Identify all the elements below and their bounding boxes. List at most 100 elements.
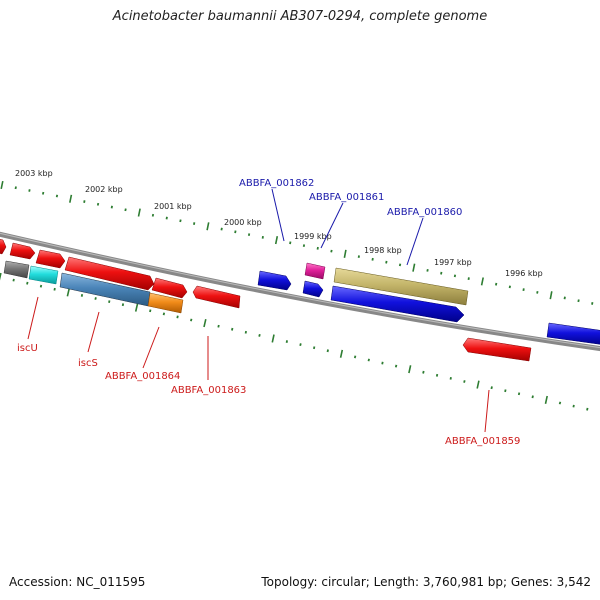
- tick-mark: [217, 324, 220, 328]
- tick-mark: [353, 355, 357, 359]
- tick-mark: [381, 361, 384, 365]
- tick-mark: [124, 208, 127, 212]
- tick-mark: [274, 236, 279, 245]
- tick-mark: [247, 233, 251, 236]
- tick-mark: [330, 249, 333, 253]
- tick-mark: [190, 318, 193, 322]
- tick-mark: [339, 349, 344, 358]
- tick-mark: [96, 202, 100, 206]
- minus-leader-lines: [27, 296, 490, 433]
- gene-orange[interactable]: [147, 292, 184, 314]
- tick-mark: [398, 263, 402, 267]
- scale-label-1998: 1998 kbp: [364, 246, 402, 255]
- tick-mark: [137, 208, 141, 217]
- tick-mark: [285, 340, 288, 343]
- inner-tick-row: [0, 272, 589, 411]
- tick-mark: [313, 346, 316, 350]
- scale-label-2001: 2001 kbp: [154, 202, 192, 211]
- tick-mark: [299, 343, 302, 347]
- tick-mark: [55, 194, 59, 198]
- tick-mark: [591, 302, 594, 305]
- tick-mark: [504, 389, 507, 393]
- gene-red-5[interactable]: [151, 277, 188, 299]
- tick-mark: [151, 213, 155, 217]
- tick-mark: [121, 303, 125, 307]
- label-ABBFA_001864: ABBFA_001864: [105, 371, 180, 382]
- tick-mark: [80, 294, 84, 297]
- gene-red-3[interactable]: [35, 249, 66, 269]
- scale-label-2002: 2002 kbp: [85, 185, 123, 194]
- gene-ABBFA_001859[interactable]: [462, 337, 532, 362]
- tick-mark: [536, 291, 539, 294]
- tick-mark: [165, 216, 168, 220]
- tick-mark: [371, 257, 374, 261]
- tick-mark: [408, 365, 412, 374]
- tick-mark: [206, 222, 210, 231]
- tick-mark: [385, 260, 388, 264]
- tick-mark: [476, 380, 480, 389]
- tick-mark: [549, 291, 553, 300]
- tick-mark: [108, 300, 111, 303]
- tick-mark: [134, 303, 139, 312]
- tick-mark: [0, 272, 2, 281]
- tick-mark: [517, 392, 521, 396]
- tick-mark: [426, 269, 429, 272]
- gene-ABBFA_001862[interactable]: [257, 270, 292, 291]
- gene-red-1[interactable]: [0, 238, 7, 255]
- scale-label-1996: 1996 kbp: [505, 269, 543, 278]
- genome-summary-text: Topology: circular; Length: 3,760,981 bp…: [261, 575, 591, 589]
- gene-ABBFA_001860[interactable]: [330, 285, 465, 323]
- tick-mark: [453, 274, 457, 278]
- tick-mark: [435, 373, 439, 377]
- tick-mark: [94, 297, 97, 300]
- tick-mark: [193, 222, 196, 225]
- tick-mark: [531, 395, 534, 399]
- tick-mark: [343, 249, 347, 258]
- tick-mark: [12, 278, 15, 282]
- tick-mark: [26, 281, 29, 285]
- genome-backbone-highlight: [0, 232, 600, 349]
- scale-label-1997: 1997 kbp: [434, 258, 472, 267]
- gene-khaki[interactable]: [333, 267, 469, 306]
- scale-label-2003: 2003 kbp: [15, 169, 53, 178]
- tick-mark: [302, 244, 306, 247]
- label-iscS: iscS: [78, 358, 98, 369]
- tick-mark: [231, 327, 234, 331]
- tick-mark: [0, 180, 4, 190]
- tick-mark: [440, 271, 443, 275]
- tick-mark: [558, 401, 562, 405]
- genome-backbone: [0, 231, 600, 352]
- tick-mark: [394, 364, 398, 368]
- tick-mark: [422, 370, 425, 374]
- gene-red-6[interactable]: [192, 285, 241, 309]
- tick-mark: [544, 395, 548, 404]
- tick-mark: [490, 386, 493, 390]
- tick-mark: [258, 333, 261, 337]
- tick-mark: [28, 189, 31, 192]
- gene-ABBFA_001861[interactable]: [304, 262, 326, 280]
- tick-mark: [289, 241, 292, 245]
- tick-mark: [449, 377, 452, 380]
- tick-mark: [179, 219, 182, 223]
- label-iscU: iscU: [17, 343, 38, 354]
- tick-mark: [271, 334, 275, 343]
- gene-blue-small[interactable]: [302, 280, 324, 298]
- tick-mark: [83, 200, 86, 203]
- gene-blue-right[interactable]: [546, 322, 600, 345]
- tick-mark: [572, 404, 575, 408]
- tick-mark: [412, 263, 416, 272]
- map-title: Acinetobacter baumannii AB307-0294, comp…: [112, 9, 488, 24]
- tick-mark: [42, 191, 45, 195]
- tick-mark: [149, 309, 152, 313]
- tick-mark: [162, 312, 166, 316]
- gene-red-4[interactable]: [64, 256, 155, 291]
- label-ABBFA_001861: ABBFA_001861: [309, 192, 384, 203]
- scale-label-1999: 1999 kbp: [294, 232, 332, 241]
- gene-gray[interactable]: [3, 260, 30, 279]
- gene-cyan[interactable]: [28, 265, 59, 285]
- tick-mark: [234, 230, 237, 234]
- tick-mark: [53, 287, 56, 291]
- tick-mark: [66, 288, 70, 297]
- gene-red-2[interactable]: [9, 242, 36, 260]
- tick-mark: [203, 319, 207, 328]
